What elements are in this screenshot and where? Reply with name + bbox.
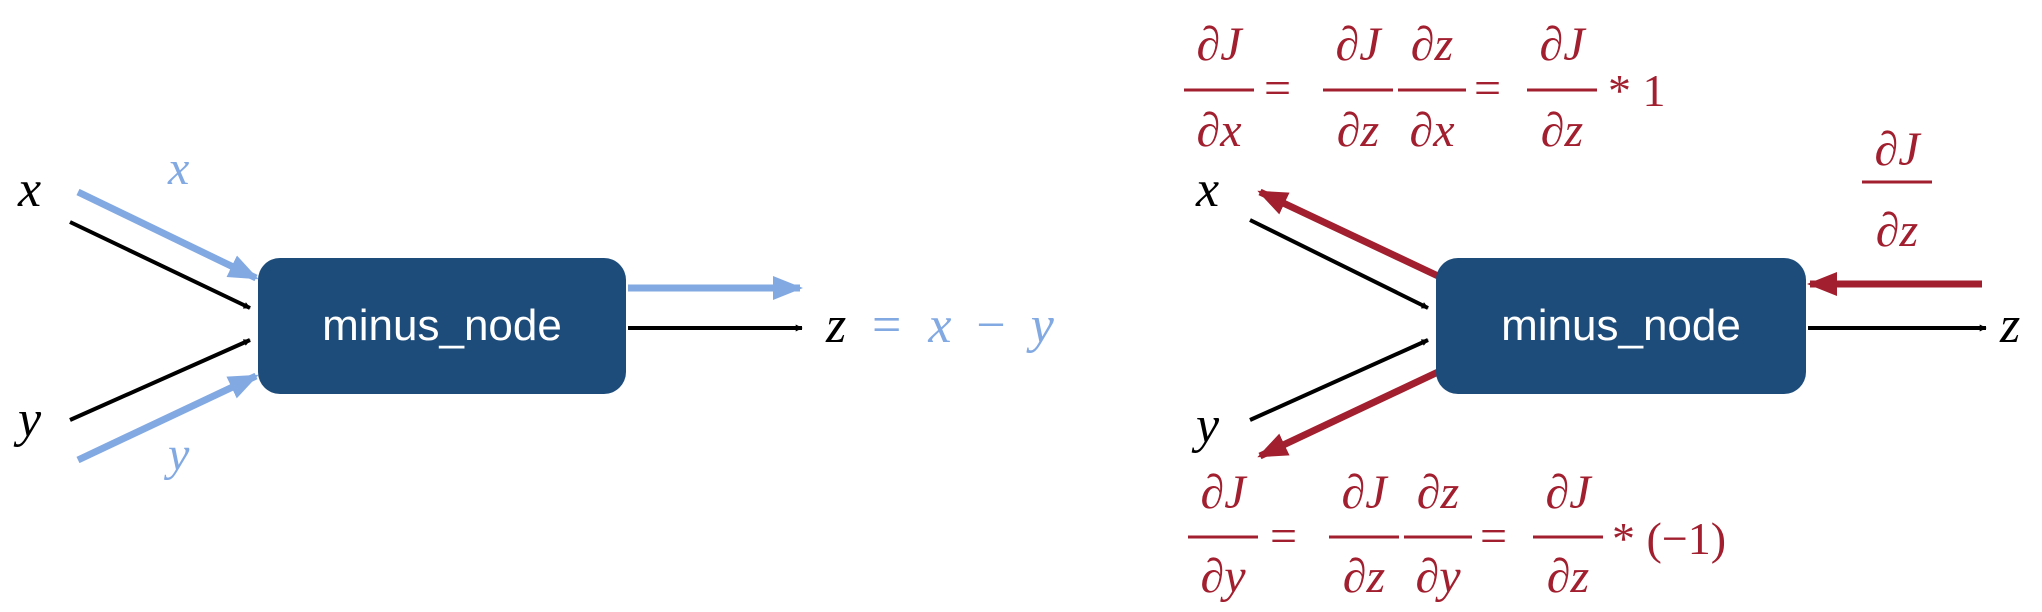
grad-y-formula: ∂J ∂y = ∂J ∂z ∂z ∂y = ∂J ∂z * (−1) bbox=[1188, 466, 1726, 603]
grad-y-lhs-num: ∂J bbox=[1200, 466, 1248, 519]
forward-minus-node bbox=[258, 258, 626, 394]
grad-x-f2-num: ∂z bbox=[1411, 18, 1454, 71]
forward-flow-arrow-y bbox=[76, 372, 259, 464]
grad-x-lhs-den: ∂x bbox=[1196, 104, 1241, 157]
forward-edge-y bbox=[69, 338, 251, 422]
upstream-grad-den: ∂z bbox=[1876, 204, 1919, 257]
grad-x-f3-num: ∂J bbox=[1539, 18, 1587, 71]
forward-output-expression: = x − y bbox=[872, 297, 1055, 354]
grad-y-f1-num: ∂J bbox=[1341, 466, 1389, 519]
grad-x-equals-2: = bbox=[1474, 62, 1501, 115]
forward-flow-y-label: y bbox=[163, 428, 190, 481]
backward-edge-y bbox=[1249, 338, 1429, 422]
backward-output-z-label: z bbox=[1999, 297, 2020, 354]
grad-x-f1-den: ∂z bbox=[1337, 104, 1380, 157]
forward-output-z-label: z bbox=[825, 297, 846, 354]
upstream-grad-fraction: ∂J ∂z bbox=[1862, 123, 1932, 257]
grad-y-lhs-den: ∂y bbox=[1200, 550, 1246, 603]
grad-x-lhs-num: ∂J bbox=[1196, 18, 1244, 71]
grad-y-f3-num: ∂J bbox=[1545, 466, 1593, 519]
forward-node-label: minus_node bbox=[322, 301, 562, 350]
backward-minus-node bbox=[1436, 258, 1806, 394]
backward-edge-x bbox=[1249, 218, 1429, 310]
forward-panel: minus_node x y x y z = x − y bbox=[13, 142, 1055, 481]
forward-flow-x-label: x bbox=[167, 142, 189, 195]
upstream-grad-num: ∂J bbox=[1874, 123, 1922, 176]
grad-y-equals-2: = bbox=[1480, 510, 1507, 563]
forward-expr-minus: − bbox=[976, 297, 1005, 354]
grad-y-f2-num: ∂z bbox=[1417, 466, 1460, 519]
grad-x-f1-num: ∂J bbox=[1335, 18, 1383, 71]
grad-x-equals-1: = bbox=[1264, 62, 1291, 115]
backward-input-y-label: y bbox=[1191, 397, 1220, 454]
backward-grad-arrow-y bbox=[1257, 368, 1440, 460]
grad-x-tail: * 1 bbox=[1608, 65, 1666, 116]
grad-x-formula: ∂J ∂x = ∂J ∂z ∂z ∂x = ∂J ∂z * 1 bbox=[1184, 18, 1666, 157]
forward-expr-equals: = bbox=[872, 297, 901, 354]
grad-x-f2-den: ∂x bbox=[1409, 104, 1454, 157]
grad-y-tail: * (−1) bbox=[1612, 513, 1726, 564]
backward-input-x-label: x bbox=[1195, 161, 1219, 218]
forward-expr-y: y bbox=[1026, 297, 1055, 354]
grad-y-f3-den: ∂z bbox=[1547, 550, 1590, 603]
grad-y-f2-den: ∂y bbox=[1415, 550, 1461, 603]
backward-node-label: minus_node bbox=[1501, 301, 1741, 350]
backward-panel: minus_node x y z ∂J ∂z ∂J ∂x = ∂J ∂z ∂z … bbox=[1184, 18, 2020, 603]
forward-input-x-label: x bbox=[17, 161, 41, 218]
forward-input-y-label: y bbox=[13, 391, 42, 448]
forward-expr-x: x bbox=[927, 297, 951, 354]
grad-y-f1-den: ∂z bbox=[1343, 550, 1386, 603]
backward-grad-arrow-x bbox=[1257, 188, 1440, 280]
forward-flow-arrow-x bbox=[76, 188, 259, 282]
grad-x-f3-den: ∂z bbox=[1541, 104, 1584, 157]
grad-y-equals-1: = bbox=[1270, 510, 1297, 563]
forward-edge-x bbox=[69, 220, 251, 310]
